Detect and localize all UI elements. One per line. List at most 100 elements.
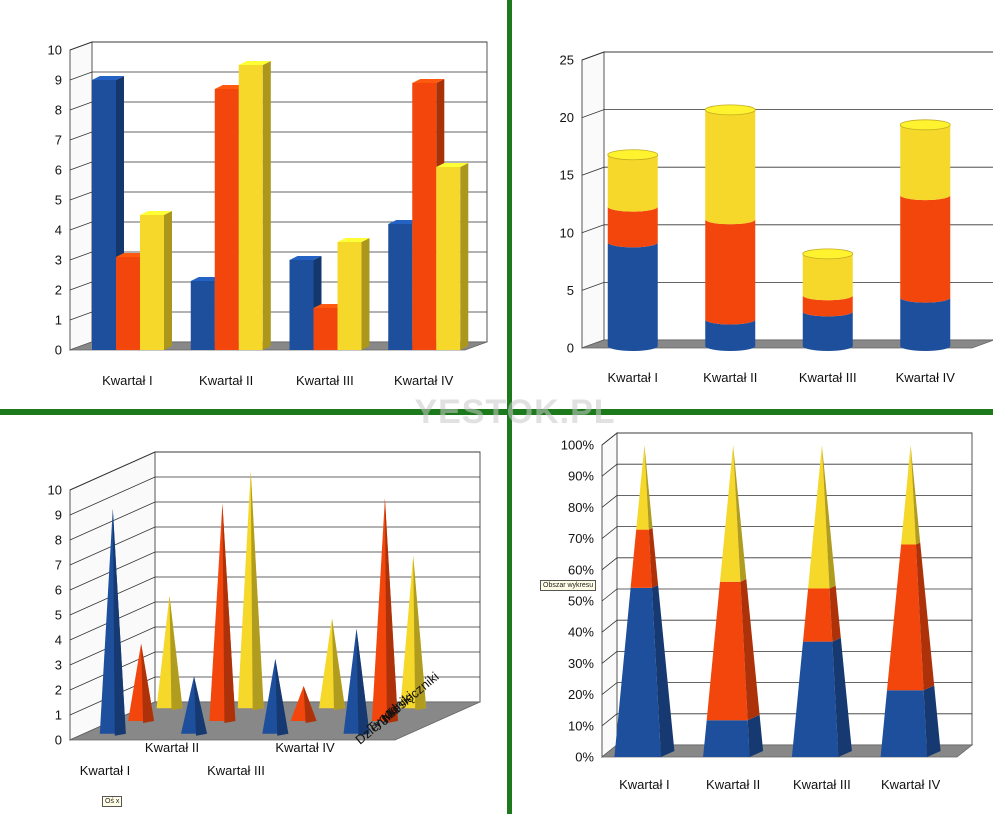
gridline xyxy=(581,281,993,291)
gridline xyxy=(69,551,480,591)
cone-shade xyxy=(112,508,126,736)
y-tick-label: 70% xyxy=(568,531,594,546)
y-tick-label: 0% xyxy=(575,750,594,765)
pyramid-front xyxy=(808,445,830,589)
y-tick-label: 2 xyxy=(55,683,62,698)
x-tick-label: Kwartał I xyxy=(607,370,658,385)
y-tick-label: 0 xyxy=(567,341,574,356)
cone-shade xyxy=(222,503,236,723)
x-tick-label: Kwartał II xyxy=(703,370,757,385)
x-tick-label: Kwartał III xyxy=(296,373,354,388)
pyramid-side xyxy=(644,445,653,530)
pyramid-side xyxy=(910,445,921,545)
chart-clustered-columns: 0 1 2 3 4 5 6 7 8 9 10 Kwartał I Kwartał II Kwartał I… xyxy=(48,41,488,388)
gridline xyxy=(69,526,480,566)
pyramid-front xyxy=(720,445,741,582)
pyramid-side xyxy=(832,637,852,757)
pyramid-side xyxy=(648,527,659,588)
bar-top xyxy=(436,163,469,167)
cylinder-segment xyxy=(900,124,951,201)
cylinder-segment xyxy=(802,311,853,352)
bar-front xyxy=(238,65,263,350)
y-tick-label: 25 xyxy=(560,53,574,68)
cylinder-top xyxy=(899,119,951,131)
cone-shade xyxy=(194,676,207,736)
pyramid-front xyxy=(703,720,750,757)
gridline xyxy=(581,224,993,234)
gridline xyxy=(69,451,480,491)
gridline xyxy=(581,109,993,118)
y-tick-label: 1 xyxy=(55,313,62,328)
y-tick-label: 8 xyxy=(55,103,62,118)
y-tick-label: 3 xyxy=(55,253,62,268)
y-tick-label: 40% xyxy=(568,625,594,640)
pyramid-front xyxy=(791,641,839,757)
bar-front xyxy=(190,281,215,350)
gridline xyxy=(69,626,480,666)
gridline xyxy=(601,557,972,571)
chart-100pct-pyramids: 0% 10% 20% 30% 40% 50% 60% 70% 80% 90% 100% Kwartał… xyxy=(561,431,974,792)
cylinder-segment xyxy=(802,295,853,317)
cylinder-top xyxy=(704,104,756,116)
pyramid-side xyxy=(651,585,675,757)
gridline xyxy=(69,476,480,516)
bar-top xyxy=(92,76,124,80)
cylinder-segment xyxy=(802,253,853,301)
cone-shade xyxy=(303,686,317,723)
gridline xyxy=(601,588,972,602)
cylinder-segment xyxy=(900,195,951,303)
bar-top xyxy=(238,61,271,65)
horizontal-divider xyxy=(0,409,993,415)
y-tick-label: 10% xyxy=(568,718,594,733)
gridline xyxy=(601,682,972,695)
y-tick-label: 2 xyxy=(55,283,62,298)
y-tick-label: 4 xyxy=(55,633,62,648)
bar-side xyxy=(460,163,469,350)
cylinder-segment xyxy=(705,319,756,351)
pyramid-front xyxy=(706,581,748,721)
gridline xyxy=(581,166,993,176)
x-tick-label: Kwartał III xyxy=(799,370,857,385)
x-tick-label: Kwartał III xyxy=(207,763,265,778)
cylinder-segment xyxy=(607,154,658,212)
y-tick-label: 100% xyxy=(561,438,595,453)
x-tick-label: Kwartał IV xyxy=(394,373,454,388)
cone-shade xyxy=(141,643,155,723)
bar-front xyxy=(214,89,239,350)
cone-shade xyxy=(356,628,370,736)
cylinder-segment xyxy=(900,297,951,351)
cylinder-segment xyxy=(705,219,756,325)
pyramid-side xyxy=(829,585,841,642)
x-tick-label: Kwartał III xyxy=(793,777,851,792)
chart-3d-cones: 0 1 2 3 4 5 6 7 8 9 10 Kwartał I Kwartał II Kwartał I… xyxy=(48,451,481,778)
bar-front xyxy=(412,83,437,350)
gridline xyxy=(69,676,480,716)
bar-top xyxy=(412,79,445,83)
y-tick-label: 4 xyxy=(55,223,62,238)
gridline xyxy=(69,601,480,641)
y-tick-label: 8 xyxy=(55,533,62,548)
gridline xyxy=(601,526,972,539)
x-tick-label: Kwartał IV xyxy=(881,777,941,792)
bar-front xyxy=(92,80,116,350)
y-tick-label: 3 xyxy=(55,658,62,673)
pyramid-front xyxy=(803,588,833,642)
gridline xyxy=(601,619,972,633)
pyramid-side xyxy=(821,445,836,589)
pyramid-front xyxy=(614,587,661,757)
pyramid-front xyxy=(887,544,924,691)
y-tick-label: 1 xyxy=(55,708,62,723)
pyramid-front xyxy=(630,529,652,588)
gridline xyxy=(601,713,972,727)
y-tick-label: 10 xyxy=(560,225,574,240)
cylinder-segment xyxy=(607,206,658,248)
bar-front xyxy=(337,242,362,350)
chart-stacked-cylinders: 0 5 10 15 20 25 Kwartał I Kwartał II Kwartał III… xyxy=(560,51,993,385)
y-tick-label: 20 xyxy=(560,110,574,125)
bar-front xyxy=(116,257,140,350)
bar-side xyxy=(262,61,271,350)
y-tick-label: 50% xyxy=(568,594,594,609)
y-tick-label: 15 xyxy=(560,168,574,183)
bar-front xyxy=(140,215,164,350)
cone-shade xyxy=(384,498,398,723)
